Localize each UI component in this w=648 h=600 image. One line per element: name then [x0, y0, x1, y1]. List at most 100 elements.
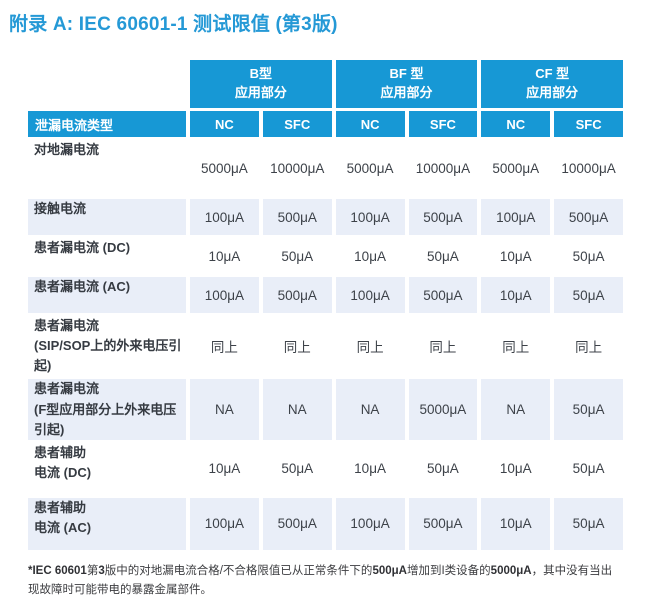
- value-cell: 50μA: [572, 461, 605, 477]
- footnote-segment: 版中的对地漏电流合格/不合格限值已从正常条件下的: [104, 564, 373, 577]
- row-label: 患者辅助电流 (AC): [28, 497, 186, 550]
- value-cell: NA: [335, 379, 405, 440]
- value-cell: 5000μA: [346, 160, 394, 176]
- column-group-header: CF 型应用部分: [481, 60, 623, 108]
- group-header-line2: 应用部分: [234, 85, 287, 100]
- value-cell: 50μA: [281, 461, 314, 477]
- value-cell: 10μA: [481, 497, 551, 550]
- value-cell: 10μA: [208, 461, 241, 477]
- table-row: 接触电流 100μA 500μA 100μA 500μA 100μA 500μA: [28, 199, 623, 235]
- row-label: 患者漏电流 (AC): [28, 277, 186, 313]
- value-cell: 10μA: [481, 277, 551, 313]
- value-cell: 同上: [356, 340, 384, 356]
- row-label-line: 患者漏电流: [34, 318, 100, 333]
- row-label-line: 患者辅助: [34, 444, 87, 460]
- subheader-cell: SFC: [262, 111, 332, 137]
- subheader-cell: NC: [481, 111, 551, 137]
- value-cell: 同上: [210, 340, 238, 356]
- value-cell: 同上: [429, 340, 457, 356]
- value-cell: 50μA: [281, 248, 314, 264]
- value-cell: 50μA: [572, 248, 605, 264]
- value-cell: 100μA: [335, 497, 405, 550]
- row-label-line: 患者漏电流: [34, 381, 100, 397]
- subheader-row: 泄漏电流类型 NC SFC NC SFC NC SFC: [28, 111, 623, 137]
- group-header-line1: CF 型: [535, 66, 570, 82]
- value-cell: 500μA: [408, 199, 478, 235]
- row-label-line: 电流 (DC): [34, 464, 92, 480]
- value-cell: 同上: [283, 340, 311, 356]
- row-label-line: 患者漏电流 (DC): [34, 240, 131, 255]
- row-label-line: 电流 (AC): [34, 519, 92, 535]
- value-cell: 10000μA: [270, 160, 325, 176]
- value-cell: NA: [190, 379, 259, 440]
- row-label-line: (F型应用部分上外来电压引起): [34, 401, 177, 437]
- footnote: *IEC 60601第3版中的对地漏电流合格/不合格限值已从正常条件下的500μ…: [28, 562, 620, 600]
- row-label: 患者漏电流 (F型应用部分上外来电压引起): [28, 379, 186, 440]
- subheader-cell: SFC: [408, 111, 478, 137]
- value-cell: 50μA: [554, 277, 623, 313]
- table-row: 患者漏电流 (AC) 100μA 500μA 100μA 500μA 10μA 50μA: [28, 277, 623, 313]
- corner-header-cell: 泄漏电流类型: [28, 111, 186, 137]
- corner-spacer: [28, 60, 186, 108]
- footnote-segment: 增加到I类设备的: [406, 564, 491, 577]
- row-label: 接触电流: [28, 199, 186, 235]
- table-row: 患者漏电流 (F型应用部分上外来电压引起) NA NA NA 5000μA NA 50μA: [28, 379, 623, 440]
- value-cell: 10000μA: [415, 160, 471, 176]
- footnote-segment: 第: [86, 564, 99, 577]
- row-label-line: 接触电流: [34, 201, 87, 216]
- row-label: 患者辅助电流 (DC): [28, 443, 186, 495]
- table-row: 患者漏电流 (DC) 10μA 50μA 10μA 50μA 10μA 50μA: [28, 238, 623, 274]
- value-cell: 100μA: [190, 199, 259, 235]
- row-label: 患者漏电流 (DC): [28, 238, 186, 274]
- page-title: 附录 A: IEC 60601-1 测试限值 (第3版): [9, 14, 338, 35]
- table-row: 患者辅助 电流 (AC) 100μA 500μA 100μA 500μA 10μA 50μA: [28, 497, 623, 550]
- value-cell: 10μA: [354, 248, 386, 264]
- value-cell: 100μA: [481, 199, 551, 235]
- footnote-segment: 5000μA: [490, 564, 532, 577]
- table-row: 患者漏电流 (SIP/SOP上的外来电压引起) 同上 同上 同上 同上 同上 同上: [28, 316, 623, 377]
- row-label-line: 对地漏电流: [34, 142, 100, 157]
- group-header-line2: 应用部分: [380, 85, 433, 100]
- value-cell: 100μA: [190, 277, 259, 313]
- value-cell: 10000μA: [561, 160, 616, 176]
- header-group-row: B型 应用部分 BF 型应用部分 CF 型应用部分: [28, 60, 623, 108]
- row-label: 对地漏电流: [28, 140, 186, 196]
- column-group-header: B型应用部分: [190, 60, 332, 108]
- table-body: 对地漏电流 5000μA 10000μA 5000μA 10000μA 5000μA 100…: [28, 140, 623, 550]
- value-cell: 100μA: [335, 277, 405, 313]
- subheader-cell: NC: [335, 111, 405, 137]
- value-cell: 500μA: [554, 199, 623, 235]
- value-cell: 100μA: [335, 199, 405, 235]
- value-cell: 5000μA: [492, 160, 540, 176]
- value-cell: 10μA: [499, 248, 532, 264]
- value-cell: 500μA: [262, 199, 332, 235]
- subheader-cell: NC: [190, 111, 259, 137]
- group-header-line1: B型: [249, 66, 273, 82]
- value-cell: 500μA: [408, 277, 478, 313]
- footnote-segment: *IEC 60601: [28, 564, 87, 577]
- row-label-line: 患者辅助: [34, 499, 87, 515]
- value-cell: 10μA: [499, 461, 532, 477]
- value-cell: 50μA: [427, 461, 459, 477]
- value-cell: 50μA: [554, 497, 623, 550]
- value-cell: 500μA: [262, 277, 332, 313]
- value-cell: 500μA: [262, 497, 332, 550]
- column-group-header: BF 型应用部分: [335, 60, 478, 108]
- value-cell: 5000μA: [201, 160, 248, 176]
- value-cell: 同上: [502, 340, 530, 356]
- value-cell: 5000μA: [408, 379, 478, 440]
- value-cell: 50μA: [427, 248, 459, 264]
- table-row: 患者辅助 电流 (DC) 10μA 50μA 10μA 50μA 10μA 50μA: [28, 442, 623, 495]
- table-row: 对地漏电流 5000μA 10000μA 5000μA 10000μA 5000μA 100…: [28, 140, 623, 196]
- value-cell: NA: [262, 379, 332, 440]
- value-cell: 10μA: [208, 248, 241, 264]
- footnote-segment: 3: [98, 564, 105, 577]
- group-header-line1: BF 型: [389, 66, 424, 82]
- group-header-line2: 应用部分: [526, 85, 579, 100]
- row-label-line: 患者漏电流 (AC): [34, 279, 131, 294]
- value-cell: 同上: [575, 340, 603, 356]
- footnote-segment: 500μA: [372, 564, 407, 577]
- value-cell: NA: [481, 379, 551, 440]
- value-cell: 100μA: [190, 497, 259, 550]
- value-cell: 500μA: [408, 497, 478, 550]
